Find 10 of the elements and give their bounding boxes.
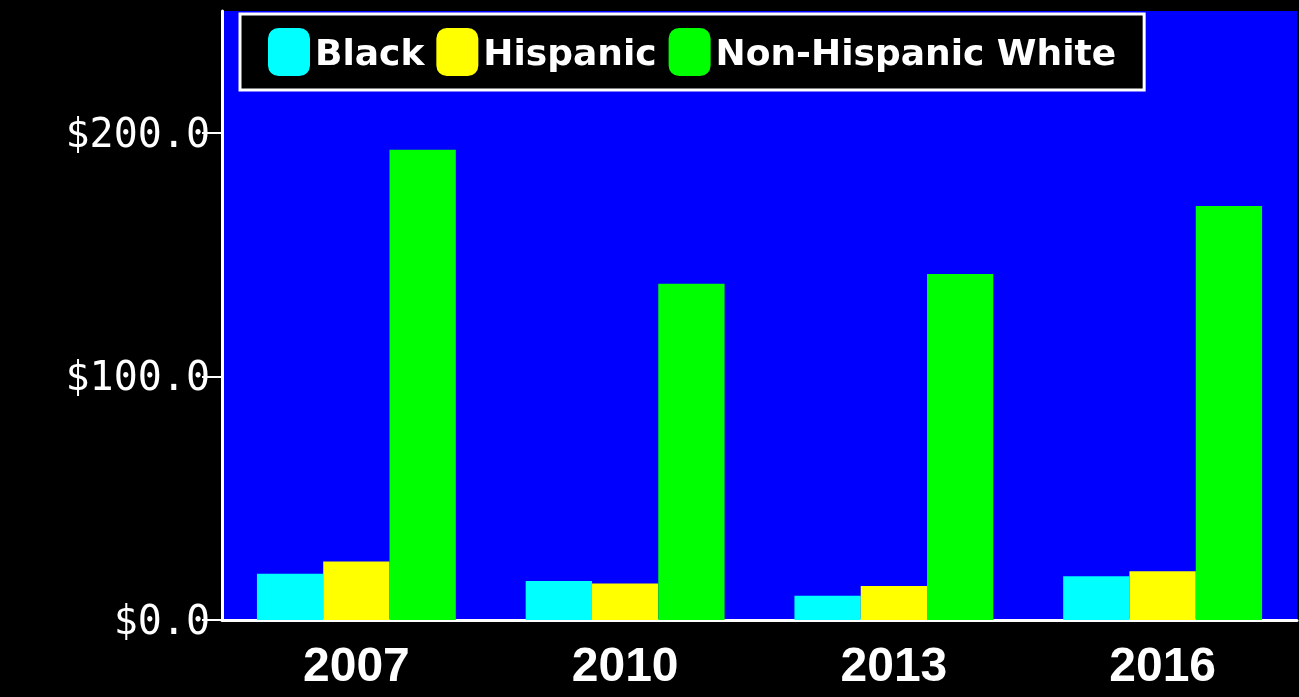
legend-label: Black bbox=[315, 31, 426, 73]
x-tick-label: 2013 bbox=[840, 637, 948, 691]
y-tick-label: $0.0 bbox=[113, 597, 210, 643]
x-tick-label: 2007 bbox=[302, 637, 410, 691]
x-tick-label: 2010 bbox=[571, 637, 679, 691]
x-tick-label: 2016 bbox=[1109, 637, 1217, 691]
y-tick-label: $200.0 bbox=[65, 109, 210, 156]
legend-label: Hispanic bbox=[483, 31, 657, 73]
y-tick-label: $100.0 bbox=[65, 353, 210, 400]
legend-label: Non-Hispanic White bbox=[715, 31, 1117, 73]
